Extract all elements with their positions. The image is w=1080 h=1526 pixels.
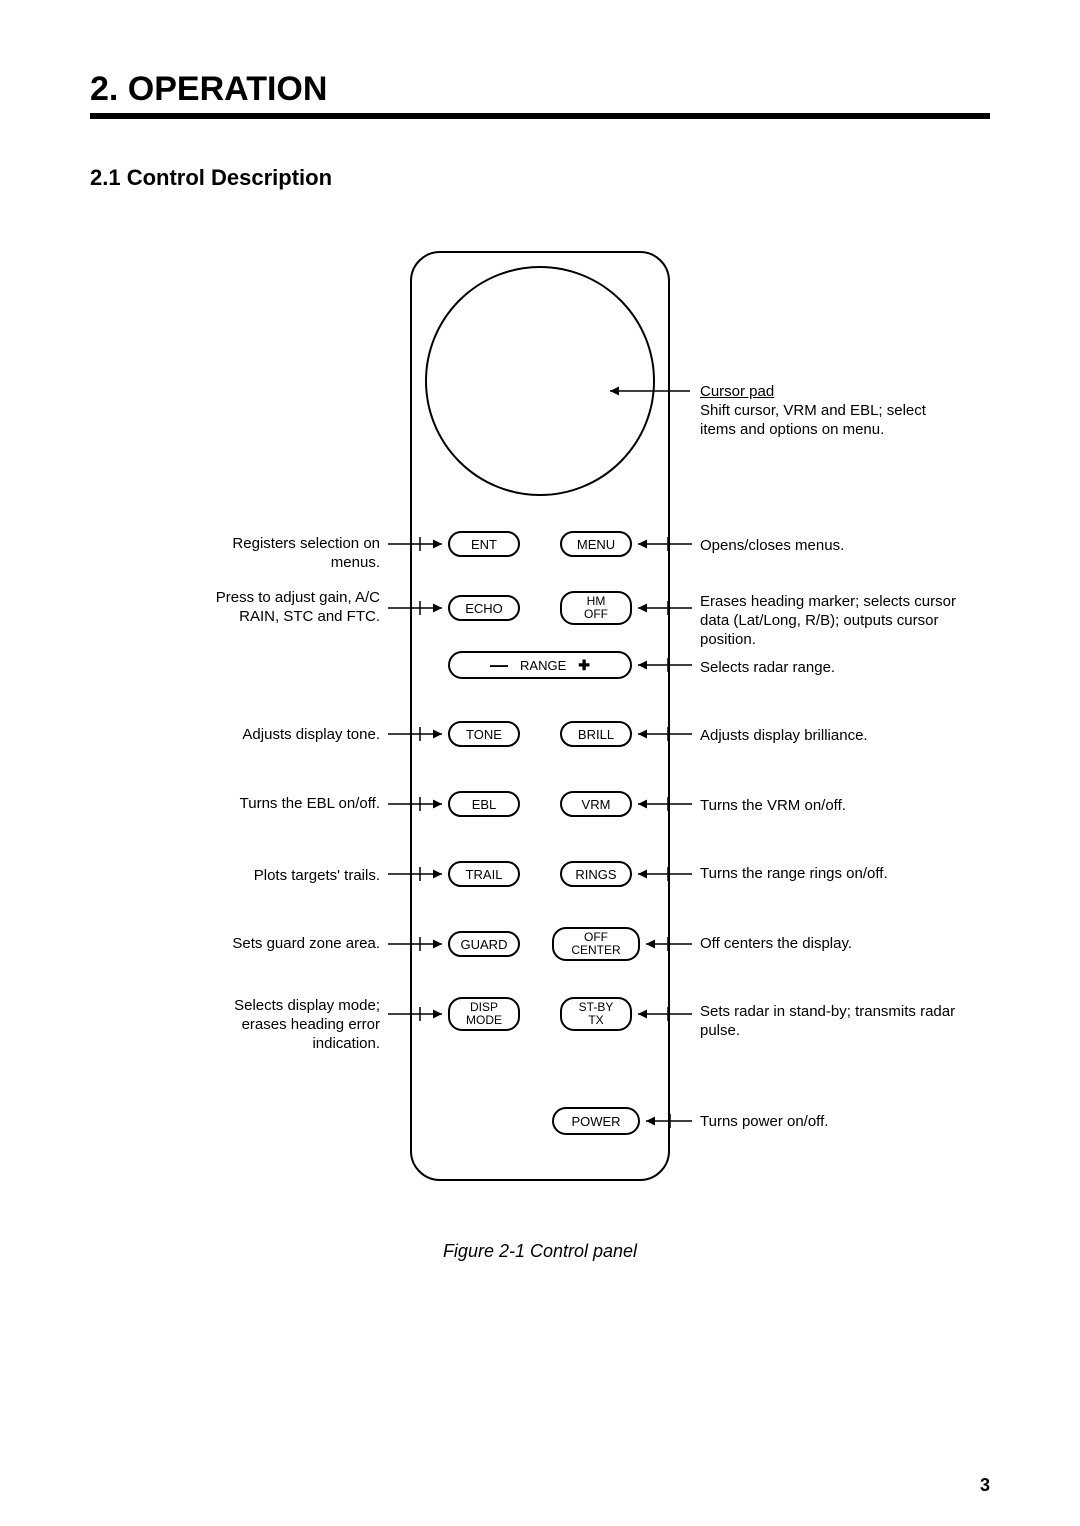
vrm-button[interactable]: VRM [560,791,632,817]
chapter-title: 2. OPERATION [90,70,990,109]
hm-off-button[interactable]: HMOFF [560,591,632,625]
off-center-button[interactable]: OFFCENTER [552,927,640,961]
disp-mode-button[interactable]: DISPMODE [448,997,520,1031]
hmoff-desc: Erases heading marker; selects cursor da… [700,593,960,649]
hm-off-l1: HMOFF [584,595,608,621]
ebl-desc: Turns the EBL on/off. [190,795,380,814]
vrm-desc: Turns the VRM on/off. [700,797,960,816]
guard-desc: Sets guard zone area. [190,935,380,954]
stby-tx-button[interactable]: ST-BYTX [560,997,632,1031]
cursor-body: Shift cursor, VRM and EBL; select items … [700,402,926,438]
range-label: RANGE [520,658,566,673]
figure-caption: Figure 2-1 Control panel [90,1241,990,1262]
guard-button[interactable]: GUARD [448,931,520,957]
radar-screen [425,266,655,496]
rings-desc: Turns the range rings on/off. [700,865,960,884]
stby-desc: Sets radar in stand-by; transmits radar … [700,1003,960,1041]
control-panel-diagram: ENT MENU ECHO HMOFF — RANGE ✚ TONE BRILL… [190,251,890,1211]
offcenter-desc: Off centers the display. [700,935,960,954]
chapter-rule [90,113,990,119]
range-minus-icon: — [490,655,508,676]
ent-button[interactable]: ENT [448,531,520,557]
stby-text: ST-BYTX [579,1001,614,1027]
tone-button[interactable]: TONE [448,721,520,747]
rings-button[interactable]: RINGS [560,861,632,887]
trail-desc: Plots targets' trails. [190,867,380,886]
page-number: 3 [980,1475,990,1496]
section-title: 2.1 Control Description [90,165,990,191]
range-desc: Selects radar range. [700,659,960,678]
cursor-desc: Cursor pad Shift cursor, VRM and EBL; se… [700,383,960,439]
tone-desc: Adjusts display tone. [190,726,380,745]
power-desc: Turns power on/off. [700,1113,960,1132]
brill-desc: Adjusts display brilliance. [700,727,960,746]
ebl-button[interactable]: EBL [448,791,520,817]
ent-desc: Registers selection on menus. [190,535,380,573]
cursor-title: Cursor pad [700,383,774,400]
brill-button[interactable]: BRILL [560,721,632,747]
echo-button[interactable]: ECHO [448,595,520,621]
disp-text: DISPMODE [466,1001,502,1027]
disp-desc: Selects display mode; erases heading err… [190,997,380,1053]
trail-button[interactable]: TRAIL [448,861,520,887]
power-button[interactable]: POWER [552,1107,640,1135]
echo-desc: Press to adjust gain, A/C RAIN, STC and … [190,589,380,627]
offcenter-text: OFFCENTER [571,931,620,957]
range-plus-icon: ✚ [578,657,590,674]
menu-button[interactable]: MENU [560,531,632,557]
menu-desc: Opens/closes menus. [700,537,960,556]
range-button[interactable]: — RANGE ✚ [448,651,632,679]
